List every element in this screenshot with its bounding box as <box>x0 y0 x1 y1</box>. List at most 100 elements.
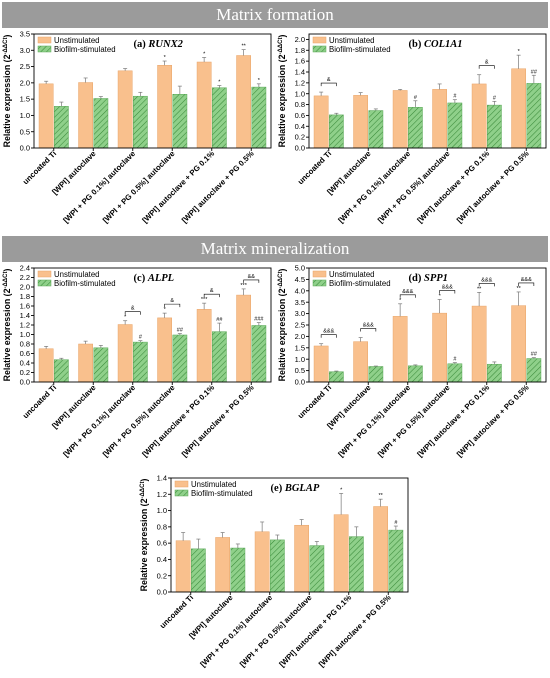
y-tick-label: 1.0 <box>20 330 30 339</box>
legend-swatch-biofilm <box>312 279 327 287</box>
y-tick-label: 0.0 <box>295 144 305 153</box>
significance-label: ### <box>254 317 264 323</box>
y-tick-label: 1.2 <box>157 490 167 499</box>
significance-label: * <box>399 298 402 304</box>
y-tick-label: 0.2 <box>20 368 30 377</box>
y-tick-label: 1.8 <box>295 46 305 55</box>
y-tick-label: 2.2 <box>20 273 30 282</box>
bar-biofilm <box>329 371 344 383</box>
comparison-bracket <box>164 303 181 308</box>
y-tick-label: 1.6 <box>295 57 305 66</box>
legend-swatch-biofilm <box>312 45 327 53</box>
significance-label: ** <box>477 286 482 292</box>
significance-label: * <box>218 79 221 85</box>
y-tick-label: 0.5 <box>20 127 30 136</box>
significance-label: * <box>124 315 127 321</box>
y-tick-label: 1.4 <box>20 311 30 320</box>
chart-title: (e) BGLAP <box>271 483 320 494</box>
y-tick-label: 1.2 <box>20 321 30 330</box>
comparison-bracket <box>203 293 220 298</box>
comparison-bracket <box>518 282 535 286</box>
y-axis-label: Relative expression (2-ΔΔCt) <box>2 35 12 148</box>
y-tick-label: 0.0 <box>20 378 30 387</box>
plot-frame <box>170 477 409 593</box>
x-tick-label: uncoated Ti <box>296 149 333 186</box>
comparison-bracket <box>478 283 495 287</box>
bar-unstimulated <box>196 61 212 149</box>
legend-swatch-unstimulated <box>37 36 52 44</box>
bar-biofilm <box>349 536 364 593</box>
x-tick-label: [WPI + PG 0.5%] autoclave <box>376 149 452 225</box>
y-tick-label: 3.0 <box>20 46 30 55</box>
legend-label-unstimulated: Unstimulated <box>54 36 100 45</box>
y-tick-label: 2.5 <box>20 62 30 71</box>
y-tick-label: 2.5 <box>295 321 305 330</box>
bar-unstimulated <box>432 89 447 149</box>
bar-unstimulated <box>432 312 447 383</box>
bar-unstimulated <box>236 55 251 149</box>
y-tick-label: 1.2 <box>295 78 305 87</box>
comparison-label: &&& <box>442 284 453 290</box>
x-tick-label: [WPI + PG 0.1%] autoclave <box>61 383 137 459</box>
y-tick-label: 2.0 <box>20 283 30 292</box>
comparison-bracket <box>478 65 495 69</box>
bar-unstimulated <box>373 506 388 593</box>
x-tick-label: [WPI] autoclave + PG 0.5% <box>455 383 531 459</box>
chart-col1a1: 0.00.20.40.60.81.01.21.41.61.82.0*# # ###&… <box>277 33 547 225</box>
bar-unstimulated <box>511 68 526 149</box>
legend-label-biofilm: Biofilm-stimulated <box>54 279 116 288</box>
y-tick-label: 3.5 <box>20 30 30 39</box>
x-tick-label: [WPI + PG 0.5%] autoclave <box>101 149 177 225</box>
bar-unstimulated <box>117 70 133 149</box>
legend-label-biofilm: Biofilm-stimulated <box>191 489 253 498</box>
y-tick-label: 1.0 <box>20 111 30 120</box>
y-tick-label: 0.8 <box>20 340 30 349</box>
y-tick-label: 5.0 <box>295 264 305 273</box>
bar-unstimulated <box>215 537 230 593</box>
comparison-bracket <box>439 290 456 294</box>
y-tick-label: 1.0 <box>157 506 167 515</box>
bar-biofilm <box>487 363 502 383</box>
x-tick-label: [WPI] autoclave + PG 0.1% <box>140 149 216 225</box>
legend-label-unstimulated: Unstimulated <box>54 270 100 279</box>
y-tick-label: 0.6 <box>20 349 30 358</box>
bar-unstimulated <box>471 305 487 383</box>
bar-biofilm <box>54 359 69 383</box>
y-tick-label: 1.5 <box>20 95 30 104</box>
comparison-label: & <box>327 77 331 83</box>
bar-biofilm <box>230 547 246 593</box>
y-tick-label: 0.4 <box>295 122 305 131</box>
x-tick-label: [WPI + PG 0.5%] autoclave <box>376 383 452 459</box>
bar-biofilm <box>368 110 384 149</box>
legend-swatch-unstimulated <box>312 36 327 44</box>
x-tick-label: [WPI] autoclave + PG 0.5% <box>180 383 256 459</box>
significance-label: * <box>518 49 521 55</box>
y-tick-label: 2.4 <box>20 264 30 273</box>
significance-label: ## <box>216 317 223 323</box>
y-tick-label: 2.0 <box>295 35 305 44</box>
x-tick-label: uncoated Ti <box>21 149 58 186</box>
bar-unstimulated <box>511 305 526 383</box>
bar-biofilm <box>526 358 542 383</box>
bar-biofilm <box>54 106 69 149</box>
comparison-bracket <box>399 294 416 298</box>
comparison-bracket <box>124 311 141 315</box>
bar-biofilm <box>447 363 463 383</box>
y-tick-label: 0.0 <box>20 144 30 153</box>
x-tick-label: [WPI + PG 0.5%] autoclave <box>101 383 177 459</box>
comparison-bracket <box>320 82 337 87</box>
chart-spp1: 0.00.51.01.52.02.53.03.54.04.55.0**** **#… <box>277 264 547 459</box>
plot-frame <box>308 33 547 149</box>
significance-label: * <box>439 293 442 299</box>
bar-biofilm <box>133 95 148 149</box>
plot-frame <box>33 33 272 149</box>
significance-label: ** <box>516 286 521 292</box>
section-banner-matrix-formation: Matrix formation <box>2 2 548 28</box>
x-tick-label: [WPI] autoclave + PG 0.1% <box>277 593 353 669</box>
comparison-label: & <box>210 288 214 294</box>
y-tick-label: 4.5 <box>295 275 305 284</box>
y-tick-label: 0.2 <box>157 571 167 580</box>
chart-runx2: 0.00.51.01.52.02.53.03.5***** *uncoated T… <box>2 30 272 225</box>
x-tick-label: [WPI] autoclave + PG 0.5% <box>180 149 256 225</box>
significance-label: * <box>340 487 343 493</box>
